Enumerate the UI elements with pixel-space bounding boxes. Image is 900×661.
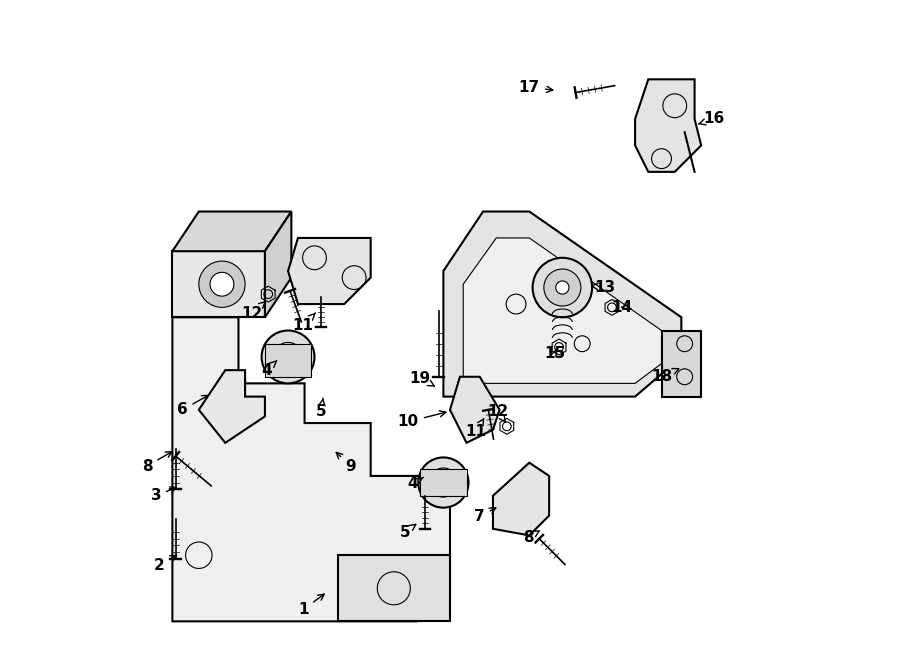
Text: 7: 7	[474, 508, 496, 524]
Polygon shape	[635, 79, 701, 172]
Polygon shape	[464, 238, 662, 383]
Circle shape	[544, 269, 580, 306]
Text: 2: 2	[154, 555, 176, 572]
Text: 4: 4	[261, 361, 276, 377]
Text: 4: 4	[408, 477, 423, 491]
Text: 12: 12	[487, 404, 508, 422]
Text: 11: 11	[292, 313, 316, 332]
Polygon shape	[420, 469, 466, 496]
Text: 1: 1	[298, 594, 324, 617]
Polygon shape	[450, 377, 500, 443]
Text: 18: 18	[651, 369, 679, 384]
Circle shape	[274, 342, 302, 371]
Polygon shape	[288, 238, 371, 304]
Polygon shape	[662, 330, 701, 397]
Circle shape	[199, 261, 245, 307]
Polygon shape	[444, 212, 681, 397]
Text: 17: 17	[518, 80, 553, 95]
Polygon shape	[265, 212, 292, 317]
Polygon shape	[173, 212, 292, 251]
Text: 9: 9	[337, 452, 356, 473]
Circle shape	[533, 258, 592, 317]
Polygon shape	[173, 317, 450, 621]
Text: 11: 11	[465, 418, 486, 439]
Circle shape	[210, 272, 234, 296]
Text: 8: 8	[523, 530, 539, 545]
Text: 12: 12	[241, 301, 266, 321]
Polygon shape	[173, 251, 265, 317]
Text: 14: 14	[611, 300, 633, 315]
Text: 8: 8	[142, 451, 172, 473]
Polygon shape	[199, 370, 265, 443]
Text: 19: 19	[410, 371, 434, 386]
Circle shape	[556, 281, 569, 294]
Text: 15: 15	[544, 346, 565, 361]
Circle shape	[262, 330, 314, 383]
Text: 10: 10	[398, 410, 446, 429]
Polygon shape	[265, 344, 311, 377]
Text: 6: 6	[177, 395, 208, 417]
Polygon shape	[338, 555, 450, 621]
Text: 16: 16	[698, 112, 725, 126]
Text: 5: 5	[316, 398, 327, 418]
Polygon shape	[493, 463, 549, 535]
Text: 13: 13	[591, 280, 616, 295]
Circle shape	[418, 457, 469, 508]
Circle shape	[428, 468, 458, 497]
Text: 3: 3	[150, 487, 176, 503]
Text: 5: 5	[400, 524, 416, 539]
